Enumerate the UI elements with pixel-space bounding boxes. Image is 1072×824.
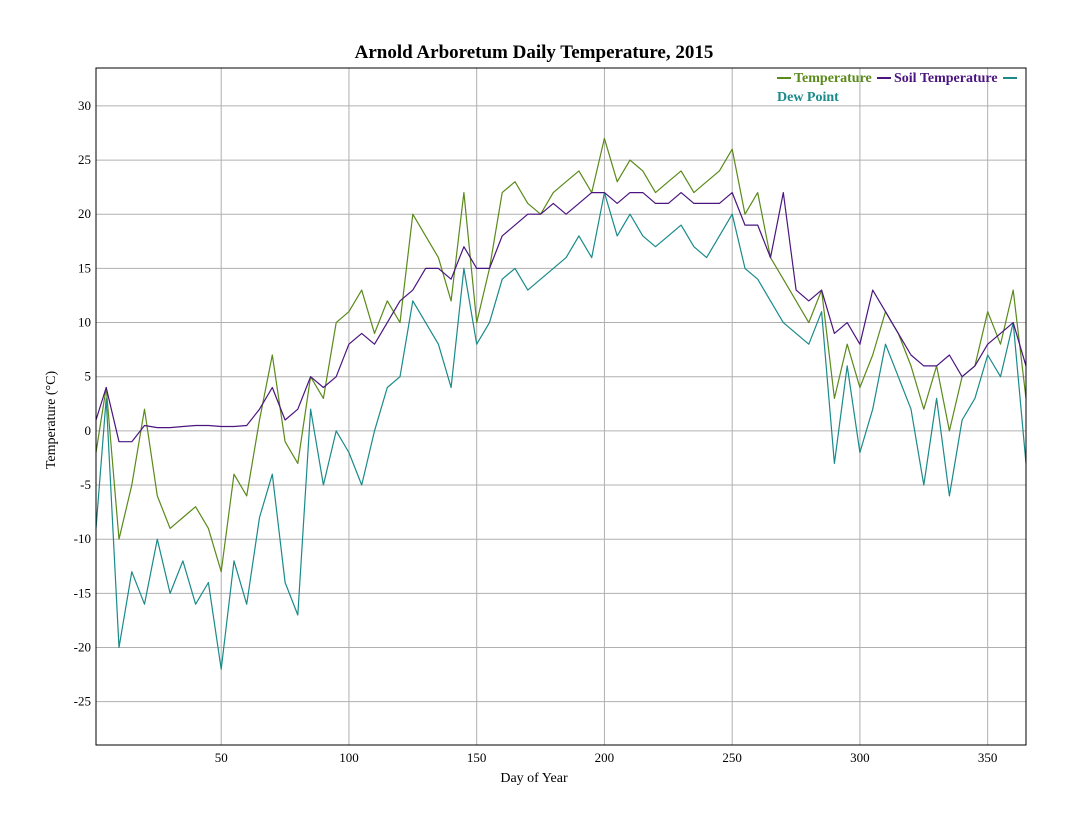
chart-title: Arnold Arboretum Daily Temperature, 2015 [355,42,714,63]
y-tick-label: -10 [74,531,91,546]
y-tick-label: -25 [74,694,91,709]
series-line-soil-temperature [95,192,1027,443]
x-tick-label: 100 [339,750,359,765]
y-tick-label: -15 [74,585,91,600]
x-tick-labels: 50 100 150 200 250 300 350 [215,750,998,765]
legend-label: Soil Temperature [894,71,998,86]
x-tick-label: 50 [215,750,228,765]
grid-lines [96,68,1026,745]
series-line-dew-point [95,192,1027,670]
y-tick-label: 0 [85,423,92,438]
y-tick-label: 15 [78,260,91,275]
y-tick-label: 30 [78,98,91,113]
y-tick-label: 20 [78,206,91,221]
y-tick-label: -20 [74,640,91,655]
legend-label: Temperature [794,71,872,86]
x-tick-label: 250 [722,750,742,765]
x-tick-label: 300 [850,750,870,765]
x-tick-label: 150 [467,750,487,765]
y-tick-label: 10 [78,315,91,330]
y-tick-label: 5 [85,369,92,384]
series-line-temperature [95,137,1027,573]
y-tick-label: 25 [78,152,91,167]
y-axis-label: Temperature (°C) [44,371,59,470]
y-tick-labels: -25 -20 -15 -10 -5 0 5 10 15 20 25 30 [74,98,91,709]
x-tick-label: 200 [595,750,615,765]
x-tick-label: 350 [978,750,998,765]
series-lines [95,137,1027,670]
x-axis-label: Day of Year [500,771,568,786]
legend: Temperature Soil Temperature Dew Point [777,71,1017,105]
legend-label: Dew Point [777,90,839,105]
y-tick-label: -5 [80,477,91,492]
plot-frame [95,67,1027,746]
